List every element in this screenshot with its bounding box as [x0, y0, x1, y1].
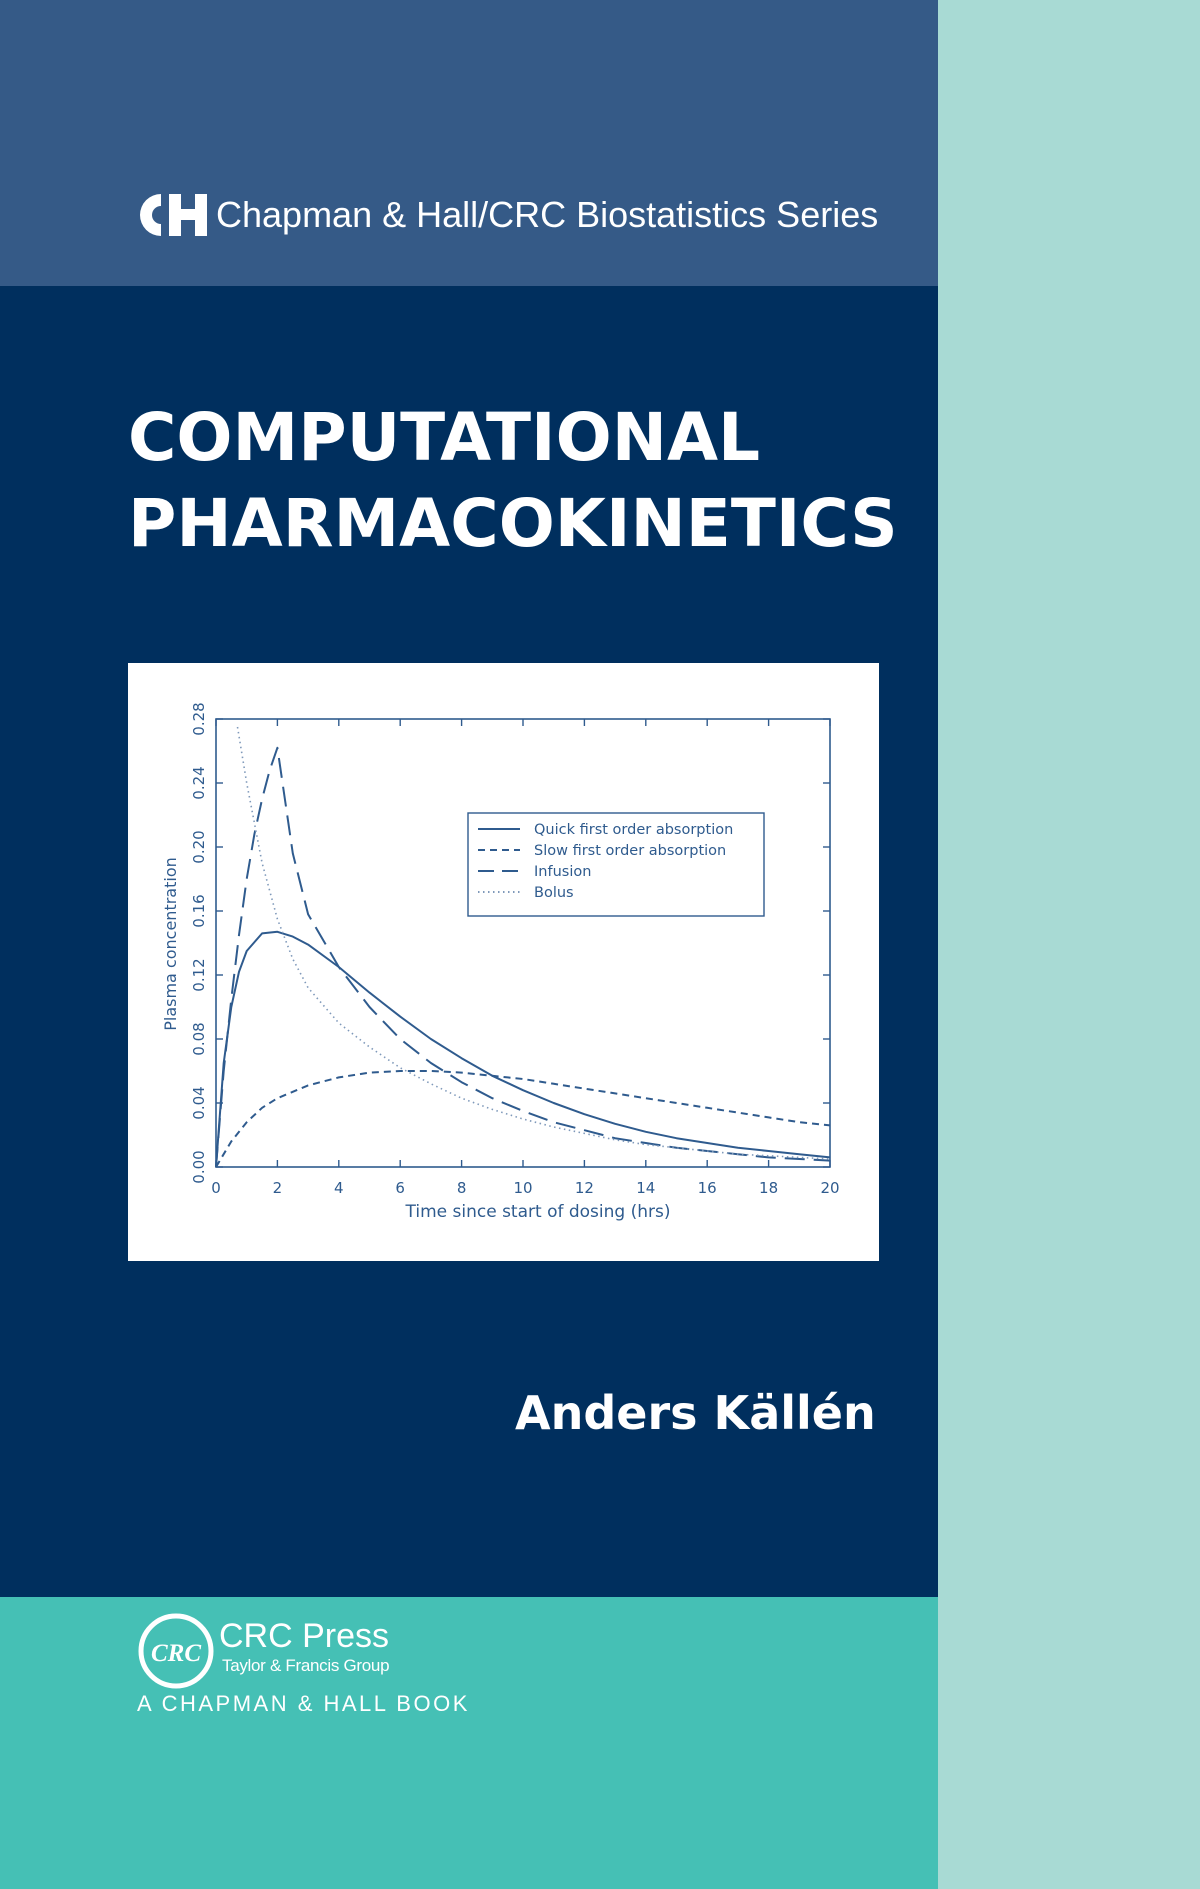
crc-logo-icon: CRC [138, 1613, 214, 1689]
chart-x-axis-label: Time since start of dosing (hrs) [405, 1202, 671, 1222]
chart-legend-label: Infusion [534, 864, 591, 880]
publisher-group: Taylor & Francis Group [222, 1656, 390, 1675]
chart-x-tick-label: 14 [636, 1179, 655, 1197]
chart-y-tick-label: 0.12 [190, 958, 208, 991]
chart-x-tick-label: 16 [698, 1179, 717, 1197]
book-title-line-1: COMPUTATIONAL [128, 399, 761, 476]
publisher-imprint: A CHAPMAN & HALL BOOK [137, 1691, 470, 1716]
series-band: Chapman & Hall/CRC Biostatistics Series [0, 0, 938, 286]
chart-x-tick-label: 0 [211, 1179, 221, 1197]
chart-x-tick-label: 8 [457, 1179, 467, 1197]
chart-legend-label: Slow first order absorption [534, 843, 726, 859]
chart-x-tick-label: 2 [273, 1179, 283, 1197]
publisher-band [0, 1597, 938, 1889]
chart-series-line-solid [215, 930, 831, 1168]
cover-chart-panel: 0 2 4 6 8 10 12 14 16 18 20 0.00 0.04 0.08 0.12 0.16 0.2… [128, 663, 879, 1261]
chart-y-tick-label: 0.28 [190, 702, 208, 735]
chart-y-tick-label: 0.24 [190, 766, 208, 799]
chart-y-tick-label: 0.00 [190, 1150, 208, 1183]
chart-y-tick-label: 0.16 [190, 894, 208, 927]
chart-series-line-dotted [236, 726, 831, 1160]
series-name: Chapman & Hall/CRC Biostatistics Series [216, 194, 879, 235]
chart-x-tick-label: 6 [395, 1179, 405, 1197]
chart-legend [467, 812, 765, 917]
chart-y-axis-label: Plasma concentration [161, 857, 180, 1031]
chart-x-tick-label: 12 [575, 1179, 594, 1197]
book-title-line-2: PHARMACOKINETICS [128, 485, 898, 562]
chart-legend-label: Quick first order absorption [534, 822, 733, 838]
chart-legend-label: Bolus [534, 885, 574, 901]
chart-y-tick-label: 0.08 [190, 1022, 208, 1055]
book-title: COMPUTATIONAL PHARMACOKINETICS [128, 395, 898, 567]
chart-x-tick-label: 20 [820, 1179, 839, 1197]
chart-y-tick-label: 0.20 [190, 830, 208, 863]
book-spine [938, 0, 1200, 1889]
pharmacokinetics-chart: 0 2 4 6 8 10 12 14 16 18 20 0.00 0.04 0.08 0.12 0.16 0.2… [161, 702, 840, 1222]
ch-logo-icon [140, 194, 207, 236]
chart-series-line-longdash [215, 746, 831, 1168]
chart-x-tick-label: 10 [513, 1179, 532, 1197]
book-author: Anders Källén [515, 1386, 876, 1440]
chart-x-tick-label: 4 [334, 1179, 344, 1197]
chart-series-line-dashed [215, 1070, 831, 1168]
crc-logo-text: CRC [151, 1640, 201, 1667]
chart-y-tick-label: 0.04 [190, 1086, 208, 1119]
chart-x-tick-label: 18 [759, 1179, 778, 1197]
publisher-name: CRC Press [219, 1617, 390, 1655]
chart-plot-frame [215, 718, 831, 1168]
